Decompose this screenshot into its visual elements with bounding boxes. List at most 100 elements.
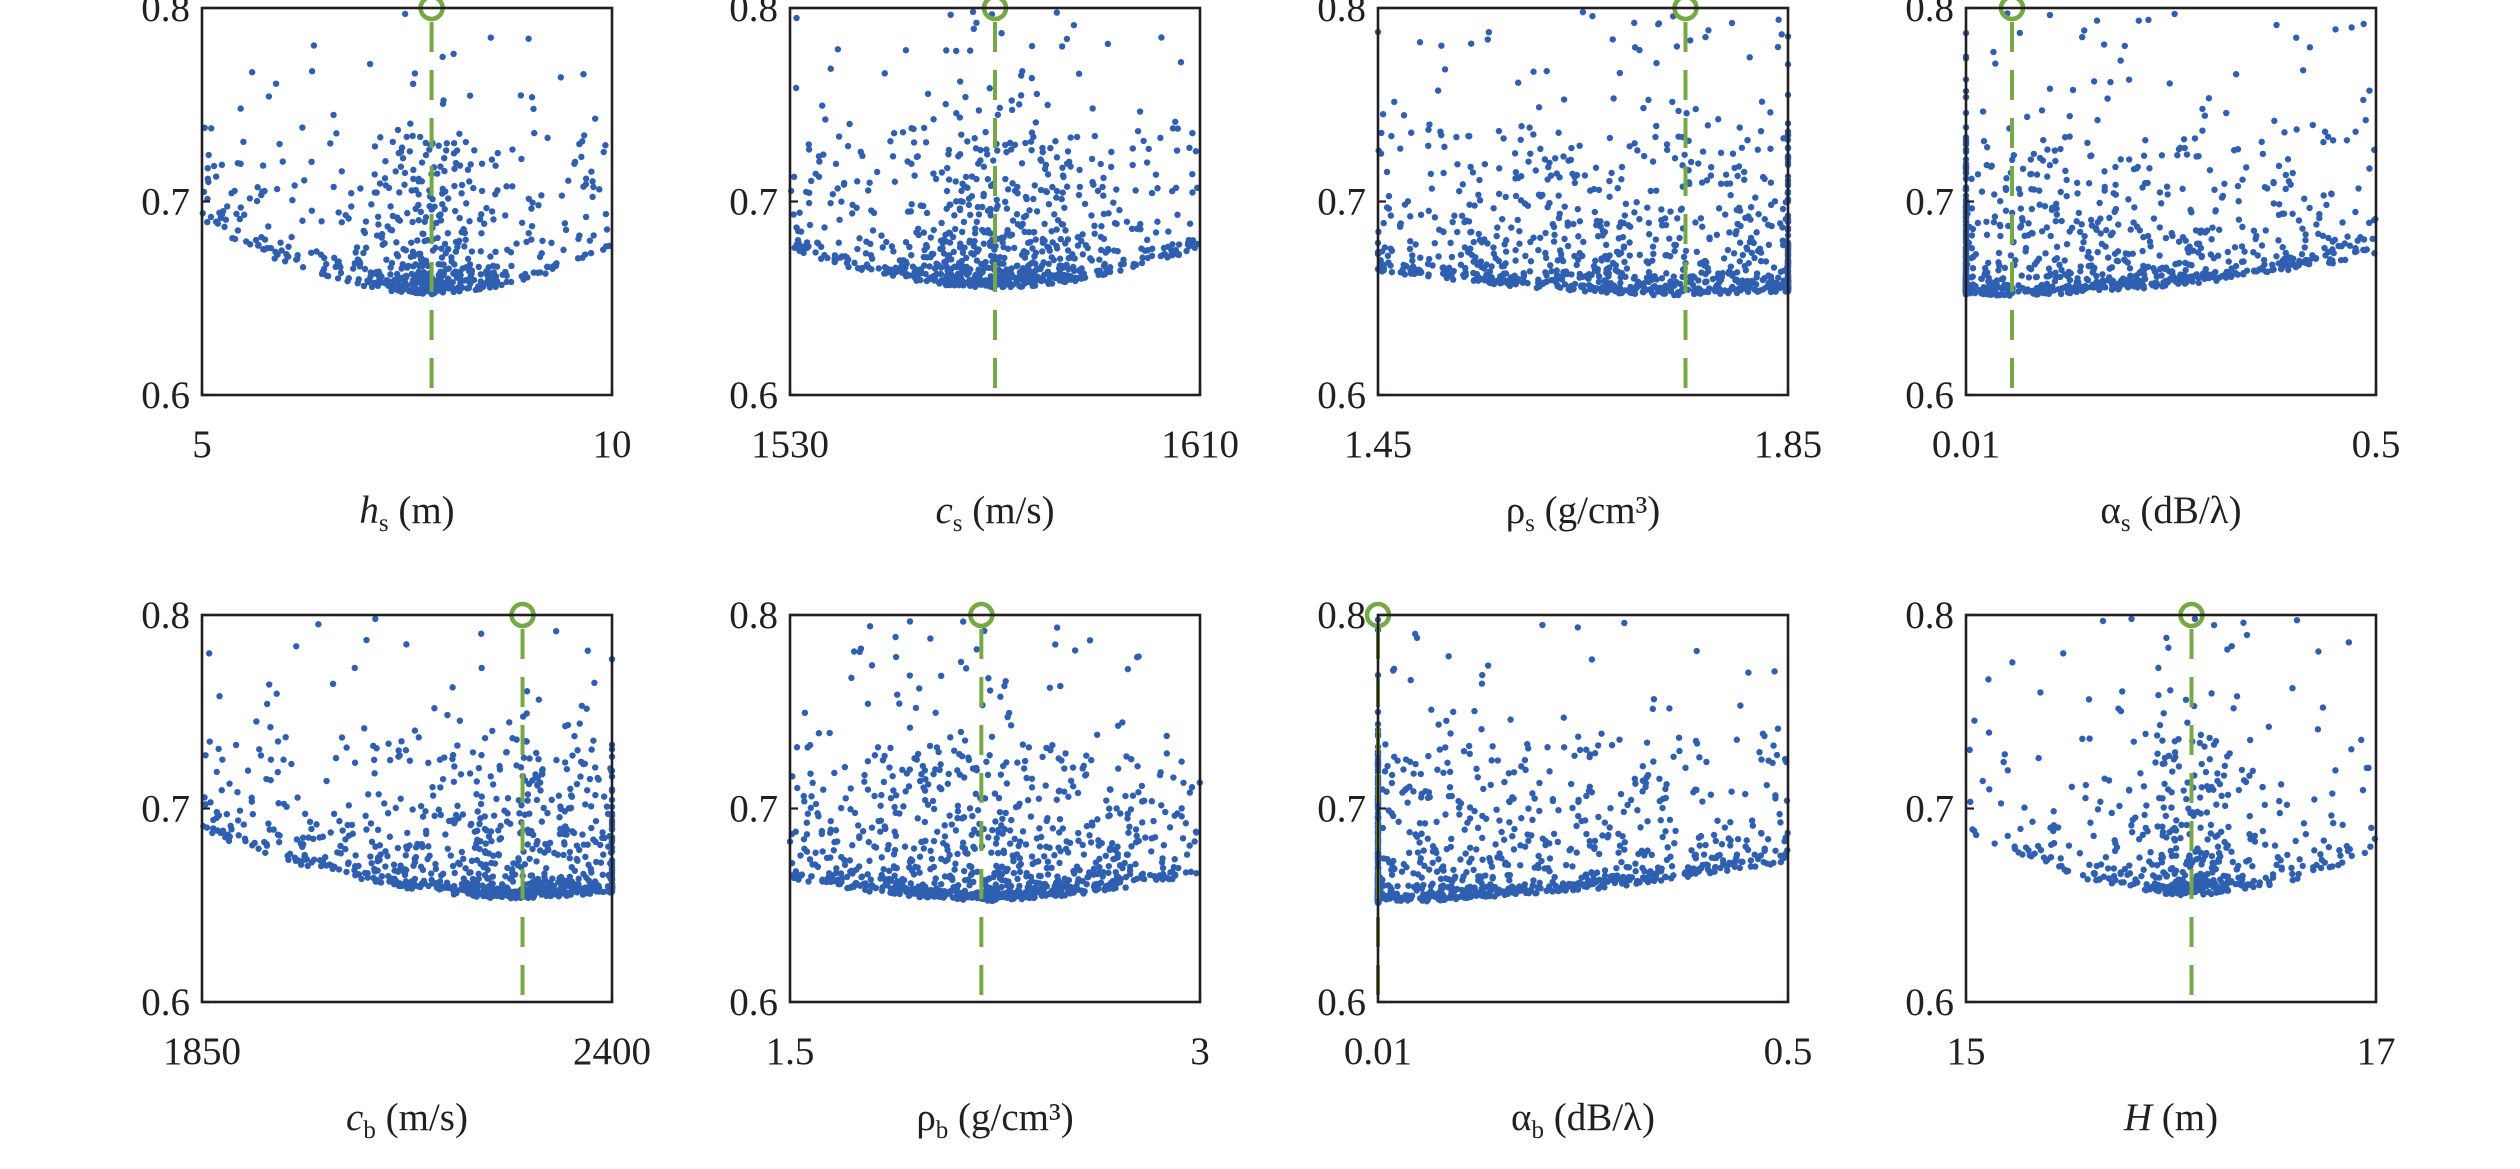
data-point [582,213,590,221]
data-point [240,138,247,146]
data-point [954,850,961,858]
data-point [379,241,386,248]
data-point [1399,266,1406,274]
data-point [2046,162,2054,169]
data-point [835,239,842,246]
data-point [1634,147,1641,154]
data-point [440,261,447,268]
data-point [797,852,804,859]
data-point [2040,136,2047,144]
data-point [581,760,589,767]
data-point [415,250,422,258]
data-point [267,723,274,731]
data-point [917,276,924,284]
data-point [1442,271,1449,278]
data-point [2087,216,2095,224]
data-point [885,269,893,276]
data-point [2066,228,2073,235]
data-point [1045,260,1052,268]
data-point [1136,108,1144,115]
data-point [2309,121,2317,129]
data-point [390,861,398,868]
data-point [958,228,966,236]
data-point [1667,208,1674,215]
data-point [1576,142,1583,149]
data-point [387,271,394,278]
data-point [573,889,581,896]
data-point [586,775,594,783]
data-point [1589,12,1596,20]
data-point [2181,144,2188,152]
optimum-marker [1672,0,1699,22]
data-point [1067,134,1074,141]
data-point [1547,172,1555,179]
data-point [2035,290,2042,298]
data-point [1045,200,1053,208]
data-point [348,821,356,829]
data-point [923,241,930,249]
data-point [1406,245,1414,253]
data-point [1098,223,1105,230]
data-point [2157,200,2165,207]
data-point [315,621,322,628]
data-point [2198,252,2206,260]
data-point [1465,218,1473,225]
data-point [1495,127,1503,135]
data-point [2215,226,2223,233]
data-point [1757,127,1765,135]
data-point [2075,209,2083,217]
data-point [2046,11,2054,19]
data-point [1606,193,1613,200]
data-point [1474,261,1481,268]
data-point [253,197,261,205]
data-point [804,810,812,817]
data-point [1007,722,1015,729]
data-point [971,230,979,237]
data-point [441,167,448,175]
data-point [1551,231,1558,239]
data-point [926,742,934,750]
data-point [1544,204,1551,211]
data-point [308,158,315,166]
data-point [2048,206,2056,214]
data-point [2179,185,2186,193]
data-point [1447,239,1454,247]
data-point [398,265,405,272]
data-point [816,158,823,165]
data-point [1016,282,1023,290]
data-point [401,10,409,18]
data-point [958,131,965,138]
data-point [892,264,899,271]
data-point [933,270,940,278]
data-point [387,226,394,233]
data-point [485,264,492,271]
data-point [524,791,532,798]
data-point [1449,276,1457,283]
data-point [403,641,410,648]
data-point [2047,232,2054,240]
data-point [498,281,505,289]
data-point [888,243,896,250]
data-point [513,736,520,743]
data-point [1671,155,1679,162]
data-point [1998,284,2005,292]
data-point [402,852,409,859]
data-point [579,138,586,145]
data-point [1984,269,1991,276]
data-point [1138,259,1146,267]
data-point [1619,233,1627,241]
data-point [1186,220,1194,227]
data-point [407,253,415,260]
data-point [401,181,408,188]
data-point [454,742,461,749]
data-point [2203,227,2211,234]
data-point [2153,273,2160,281]
data-point [207,799,214,806]
data-point [485,280,492,287]
data-point [460,225,467,233]
data-point [398,144,406,151]
data-point [975,211,983,218]
data-point [2026,287,2033,294]
data-point [1736,258,1743,265]
data-point [366,60,374,68]
